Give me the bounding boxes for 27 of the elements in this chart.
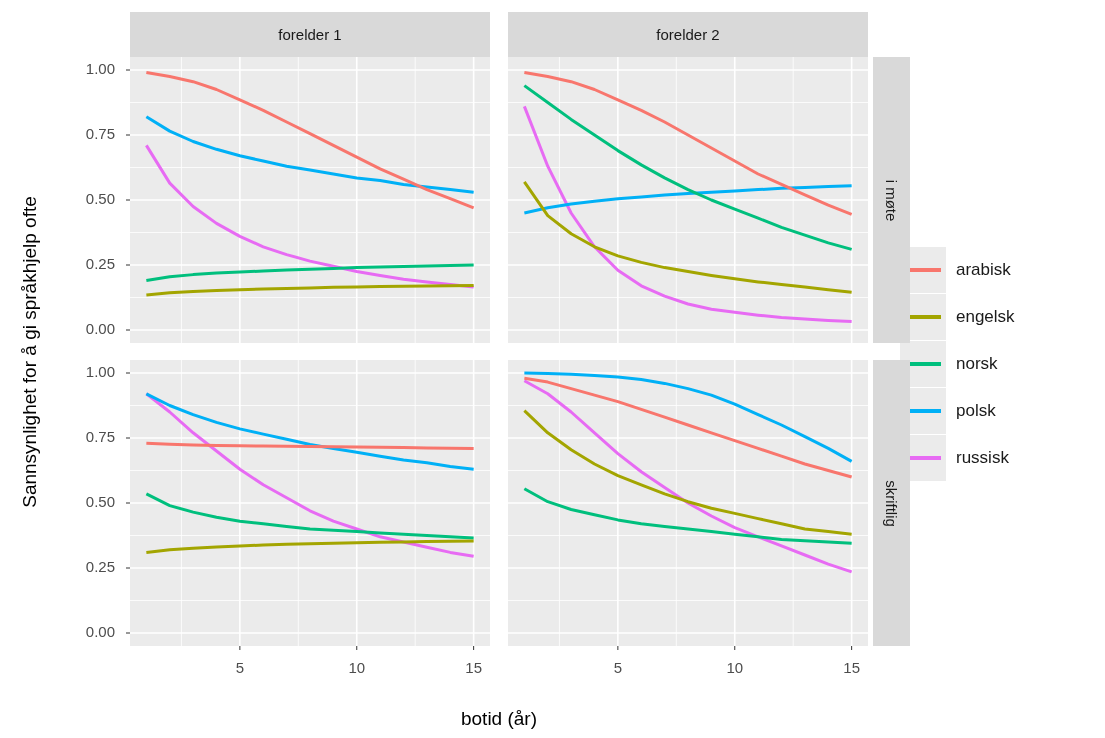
y-tick-label: 0.50 — [85, 493, 115, 511]
x-tick-label: 15 — [843, 659, 860, 677]
legend-label: norsk — [956, 353, 998, 374]
legend-label: russisk — [956, 447, 1009, 468]
x-tick-label: 10 — [726, 659, 744, 677]
y2-axis-title: skriftlig — [883, 479, 901, 527]
x-axis-title: botid (år) — [460, 708, 538, 730]
y-tick-label: 1.00 — [85, 363, 115, 381]
y-tick-label: 1.00 — [85, 60, 115, 78]
legend-label: engelsk — [956, 306, 1015, 327]
chart-title: forelder 1 — [130, 12, 490, 57]
legend-label: arabisk — [956, 259, 1011, 280]
y-tick-label: 0.50 — [85, 190, 115, 208]
x-tick-label: 10 — [348, 659, 366, 677]
x-tick-label: 5 — [613, 659, 623, 677]
chart-title: forelder 2 — [508, 12, 868, 57]
x-tick-label: 5 — [235, 659, 245, 677]
y-tick-label: 0.25 — [85, 558, 115, 576]
y-tick-label: 0.75 — [85, 125, 115, 143]
y-tick-label: 0.25 — [85, 255, 115, 273]
y-axis-title: Sannsynlighet for å gi språkhjelp ofte — [19, 195, 41, 508]
legend-label: polsk — [956, 400, 996, 421]
y-tick-label: 0.00 — [85, 320, 115, 338]
y2-axis-title: i møte — [883, 179, 901, 221]
x-tick-label: 15 — [465, 659, 482, 677]
y-tick-label: 0.00 — [85, 623, 115, 641]
y-tick-label: 0.75 — [85, 428, 115, 446]
